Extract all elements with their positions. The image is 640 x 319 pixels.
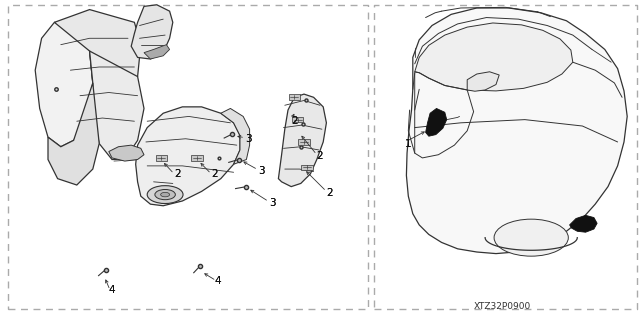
Text: 3: 3 <box>258 166 264 176</box>
Text: 2: 2 <box>211 169 218 179</box>
Polygon shape <box>415 23 573 91</box>
Text: 4: 4 <box>109 285 115 295</box>
Text: 3: 3 <box>269 197 275 208</box>
Text: 1: 1 <box>405 138 412 149</box>
Polygon shape <box>289 94 300 100</box>
Circle shape <box>161 192 170 197</box>
Polygon shape <box>90 51 144 160</box>
Polygon shape <box>301 165 313 170</box>
Polygon shape <box>406 8 627 254</box>
Polygon shape <box>467 72 499 91</box>
Text: 2: 2 <box>317 151 323 161</box>
Text: 2: 2 <box>211 169 218 179</box>
Polygon shape <box>136 107 240 206</box>
Text: 2: 2 <box>291 116 298 126</box>
Polygon shape <box>109 145 144 161</box>
Text: 3: 3 <box>245 134 252 144</box>
Polygon shape <box>131 5 173 59</box>
Polygon shape <box>156 155 167 161</box>
Text: 2: 2 <box>326 188 333 198</box>
Circle shape <box>494 219 568 256</box>
Polygon shape <box>570 215 597 232</box>
Polygon shape <box>144 45 170 59</box>
Circle shape <box>155 189 175 200</box>
Text: XTZ32P0900: XTZ32P0900 <box>474 302 531 311</box>
Circle shape <box>147 186 183 204</box>
Polygon shape <box>278 94 326 187</box>
Polygon shape <box>191 155 203 161</box>
Polygon shape <box>426 108 447 136</box>
Text: 4: 4 <box>214 276 221 286</box>
Text: 3: 3 <box>258 166 264 176</box>
Polygon shape <box>48 83 99 185</box>
Text: 1: 1 <box>405 138 412 149</box>
Text: 4: 4 <box>214 276 221 286</box>
Polygon shape <box>292 117 303 122</box>
Polygon shape <box>221 108 250 164</box>
Text: 2: 2 <box>291 116 298 126</box>
Text: 2: 2 <box>175 169 181 179</box>
Polygon shape <box>35 22 93 147</box>
Text: 2: 2 <box>175 169 181 179</box>
Text: 3: 3 <box>245 134 252 144</box>
Polygon shape <box>54 10 141 83</box>
Polygon shape <box>298 139 310 145</box>
Text: 2: 2 <box>326 188 333 198</box>
Text: 3: 3 <box>269 197 275 208</box>
Text: 4: 4 <box>109 285 115 295</box>
Text: 2: 2 <box>317 151 323 161</box>
